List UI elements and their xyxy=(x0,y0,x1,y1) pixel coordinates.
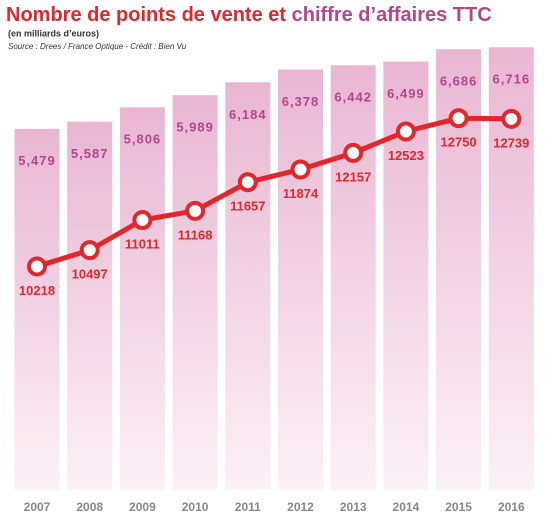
bar-value-label: 6,378 xyxy=(282,94,320,109)
bar-value-label: 6,686 xyxy=(440,74,478,89)
point xyxy=(343,142,364,163)
x-tick-label: 2008 xyxy=(76,500,103,514)
point-value-label: 11011 xyxy=(125,236,160,251)
point-value-label: 12739 xyxy=(493,135,529,150)
bar xyxy=(172,95,218,491)
bar-value-label: 6,499 xyxy=(387,86,425,101)
bar xyxy=(278,69,323,490)
chart-title: Nombre de points de vente et chiffre d’a… xyxy=(6,4,492,26)
x-tick-label: 2014 xyxy=(393,500,420,514)
point-value-label: 12750 xyxy=(441,135,477,150)
source: Source : Drees / France Optique - Crédit… xyxy=(8,42,187,51)
title-part: chiffre d’affaires TTC xyxy=(292,4,492,26)
point xyxy=(448,108,469,129)
line xyxy=(36,115,512,269)
bar-value-label: 5,587 xyxy=(71,146,109,161)
bar-value-label: 6,184 xyxy=(229,107,267,122)
bar xyxy=(119,107,165,491)
point-value-label: 12523 xyxy=(388,148,424,163)
point xyxy=(79,240,100,261)
subtitle: (en milliards d’euros) xyxy=(8,28,99,38)
x-tick-label: 2009 xyxy=(129,500,156,514)
point-value-label: 11168 xyxy=(178,227,213,242)
point-value-label: 12157 xyxy=(335,169,371,184)
point xyxy=(132,210,153,231)
bar xyxy=(14,128,60,490)
bar-value-label: 6,716 xyxy=(493,72,531,87)
point-value-label: 11874 xyxy=(283,186,319,201)
point xyxy=(27,256,47,277)
x-tick-label: 2012 xyxy=(287,500,314,514)
point xyxy=(185,200,206,221)
x-tick-label: 2013 xyxy=(340,500,367,514)
x-tick-label: 2010 xyxy=(182,500,209,514)
bar xyxy=(225,82,271,490)
bar-value-label: 5,479 xyxy=(18,153,56,168)
point xyxy=(501,108,522,129)
point-value-label: 10497 xyxy=(72,267,108,282)
x-tick-label: 2015 xyxy=(445,500,472,514)
x-tick-label: 2007 xyxy=(24,500,51,514)
point xyxy=(395,121,416,142)
point-value-label: 11657 xyxy=(230,199,265,214)
bar xyxy=(67,121,113,491)
bar-value-label: 5,989 xyxy=(176,120,214,135)
bar-value-label: 5,806 xyxy=(124,132,162,147)
bar-value-label: 6,442 xyxy=(334,90,372,105)
point xyxy=(237,172,258,193)
x-tick-label: 2016 xyxy=(498,500,525,514)
point xyxy=(290,159,311,180)
x-tick-label: 2011 xyxy=(235,500,261,514)
bar xyxy=(330,65,376,491)
title-part: Nombre de points de vente et xyxy=(6,4,286,26)
point-value-label: 10218 xyxy=(19,283,55,298)
